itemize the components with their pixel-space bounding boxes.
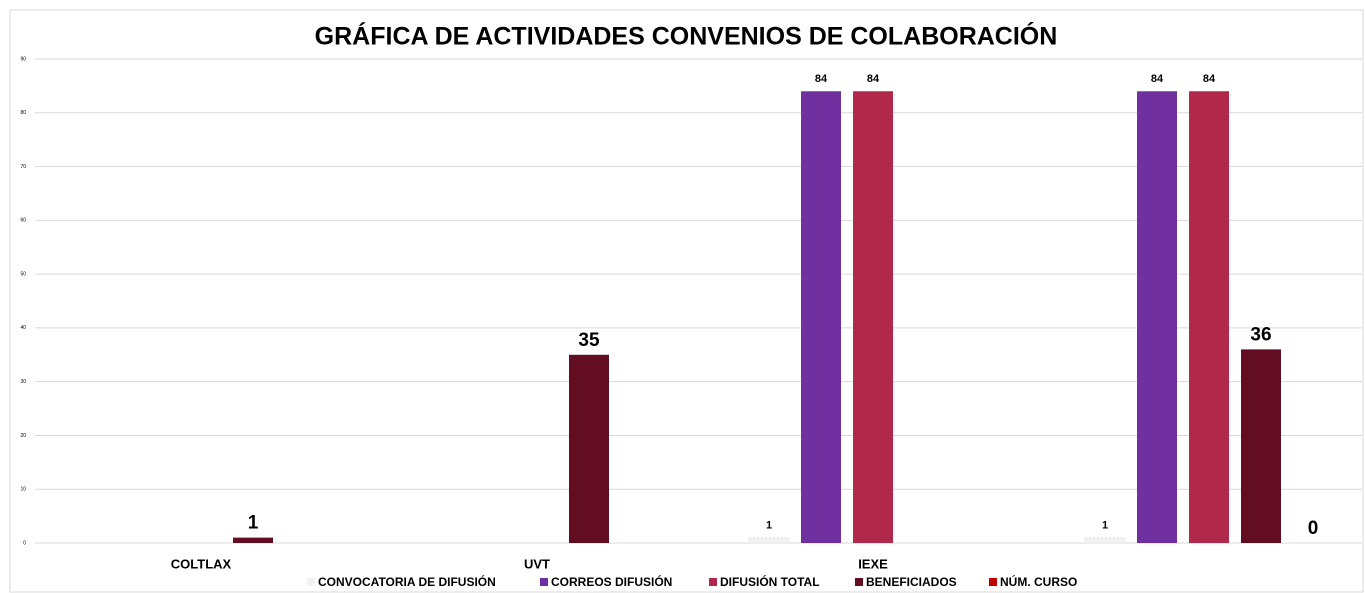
legend-swatch [540, 578, 548, 586]
bar [748, 537, 790, 544]
legend-swatch [709, 578, 717, 586]
legend-swatch [855, 578, 863, 586]
bar [569, 354, 609, 543]
legend-swatch [307, 578, 315, 586]
y-tick-label: 30 [20, 379, 26, 385]
bar [853, 91, 893, 544]
data-label: 35 [578, 330, 600, 351]
bar [233, 537, 273, 543]
data-label: 0 [1308, 518, 1319, 539]
data-label: 1 [248, 513, 259, 534]
y-tick-label: 80 [20, 110, 26, 116]
legend-label: CORREOS DIFUSIÓN [551, 574, 672, 589]
bar [1241, 349, 1281, 543]
y-tick-label: 50 [20, 271, 26, 277]
data-label: 84 [867, 73, 880, 85]
y-tick-label: 60 [20, 218, 26, 224]
legend-label: DIFUSIÓN TOTAL [720, 574, 820, 589]
chart-title: GRÁFICA DE ACTIVIDADES CONVENIOS DE COLA… [315, 21, 1058, 51]
bar [801, 91, 841, 544]
bar [1189, 91, 1229, 544]
bar [1084, 537, 1126, 544]
x-tick-label: UVT [524, 556, 550, 571]
legend-swatch [989, 578, 997, 586]
y-tick-label: 40 [20, 325, 26, 331]
y-tick-label: 0 [23, 540, 26, 546]
data-label: 84 [1203, 73, 1216, 85]
y-tick-label: 10 [20, 487, 26, 493]
data-label: 84 [1151, 73, 1164, 85]
data-label: 84 [815, 73, 828, 85]
legend-label: CONVOCATORIA DE DIFUSIÓN [318, 574, 496, 589]
data-label: 1 [766, 520, 772, 532]
data-label: 1 [1102, 520, 1108, 532]
bar [1137, 91, 1177, 544]
legend-label: NÚM. CURSO [1000, 574, 1077, 589]
legend-label: BENEFICIADOS [866, 575, 957, 589]
y-tick-label: 90 [20, 56, 26, 62]
x-tick-label: COLTLAX [171, 556, 232, 571]
data-label: 36 [1250, 324, 1271, 345]
y-tick-label: 70 [20, 164, 26, 170]
x-tick-label: IEXE [858, 556, 888, 571]
y-tick-label: 20 [20, 433, 26, 439]
